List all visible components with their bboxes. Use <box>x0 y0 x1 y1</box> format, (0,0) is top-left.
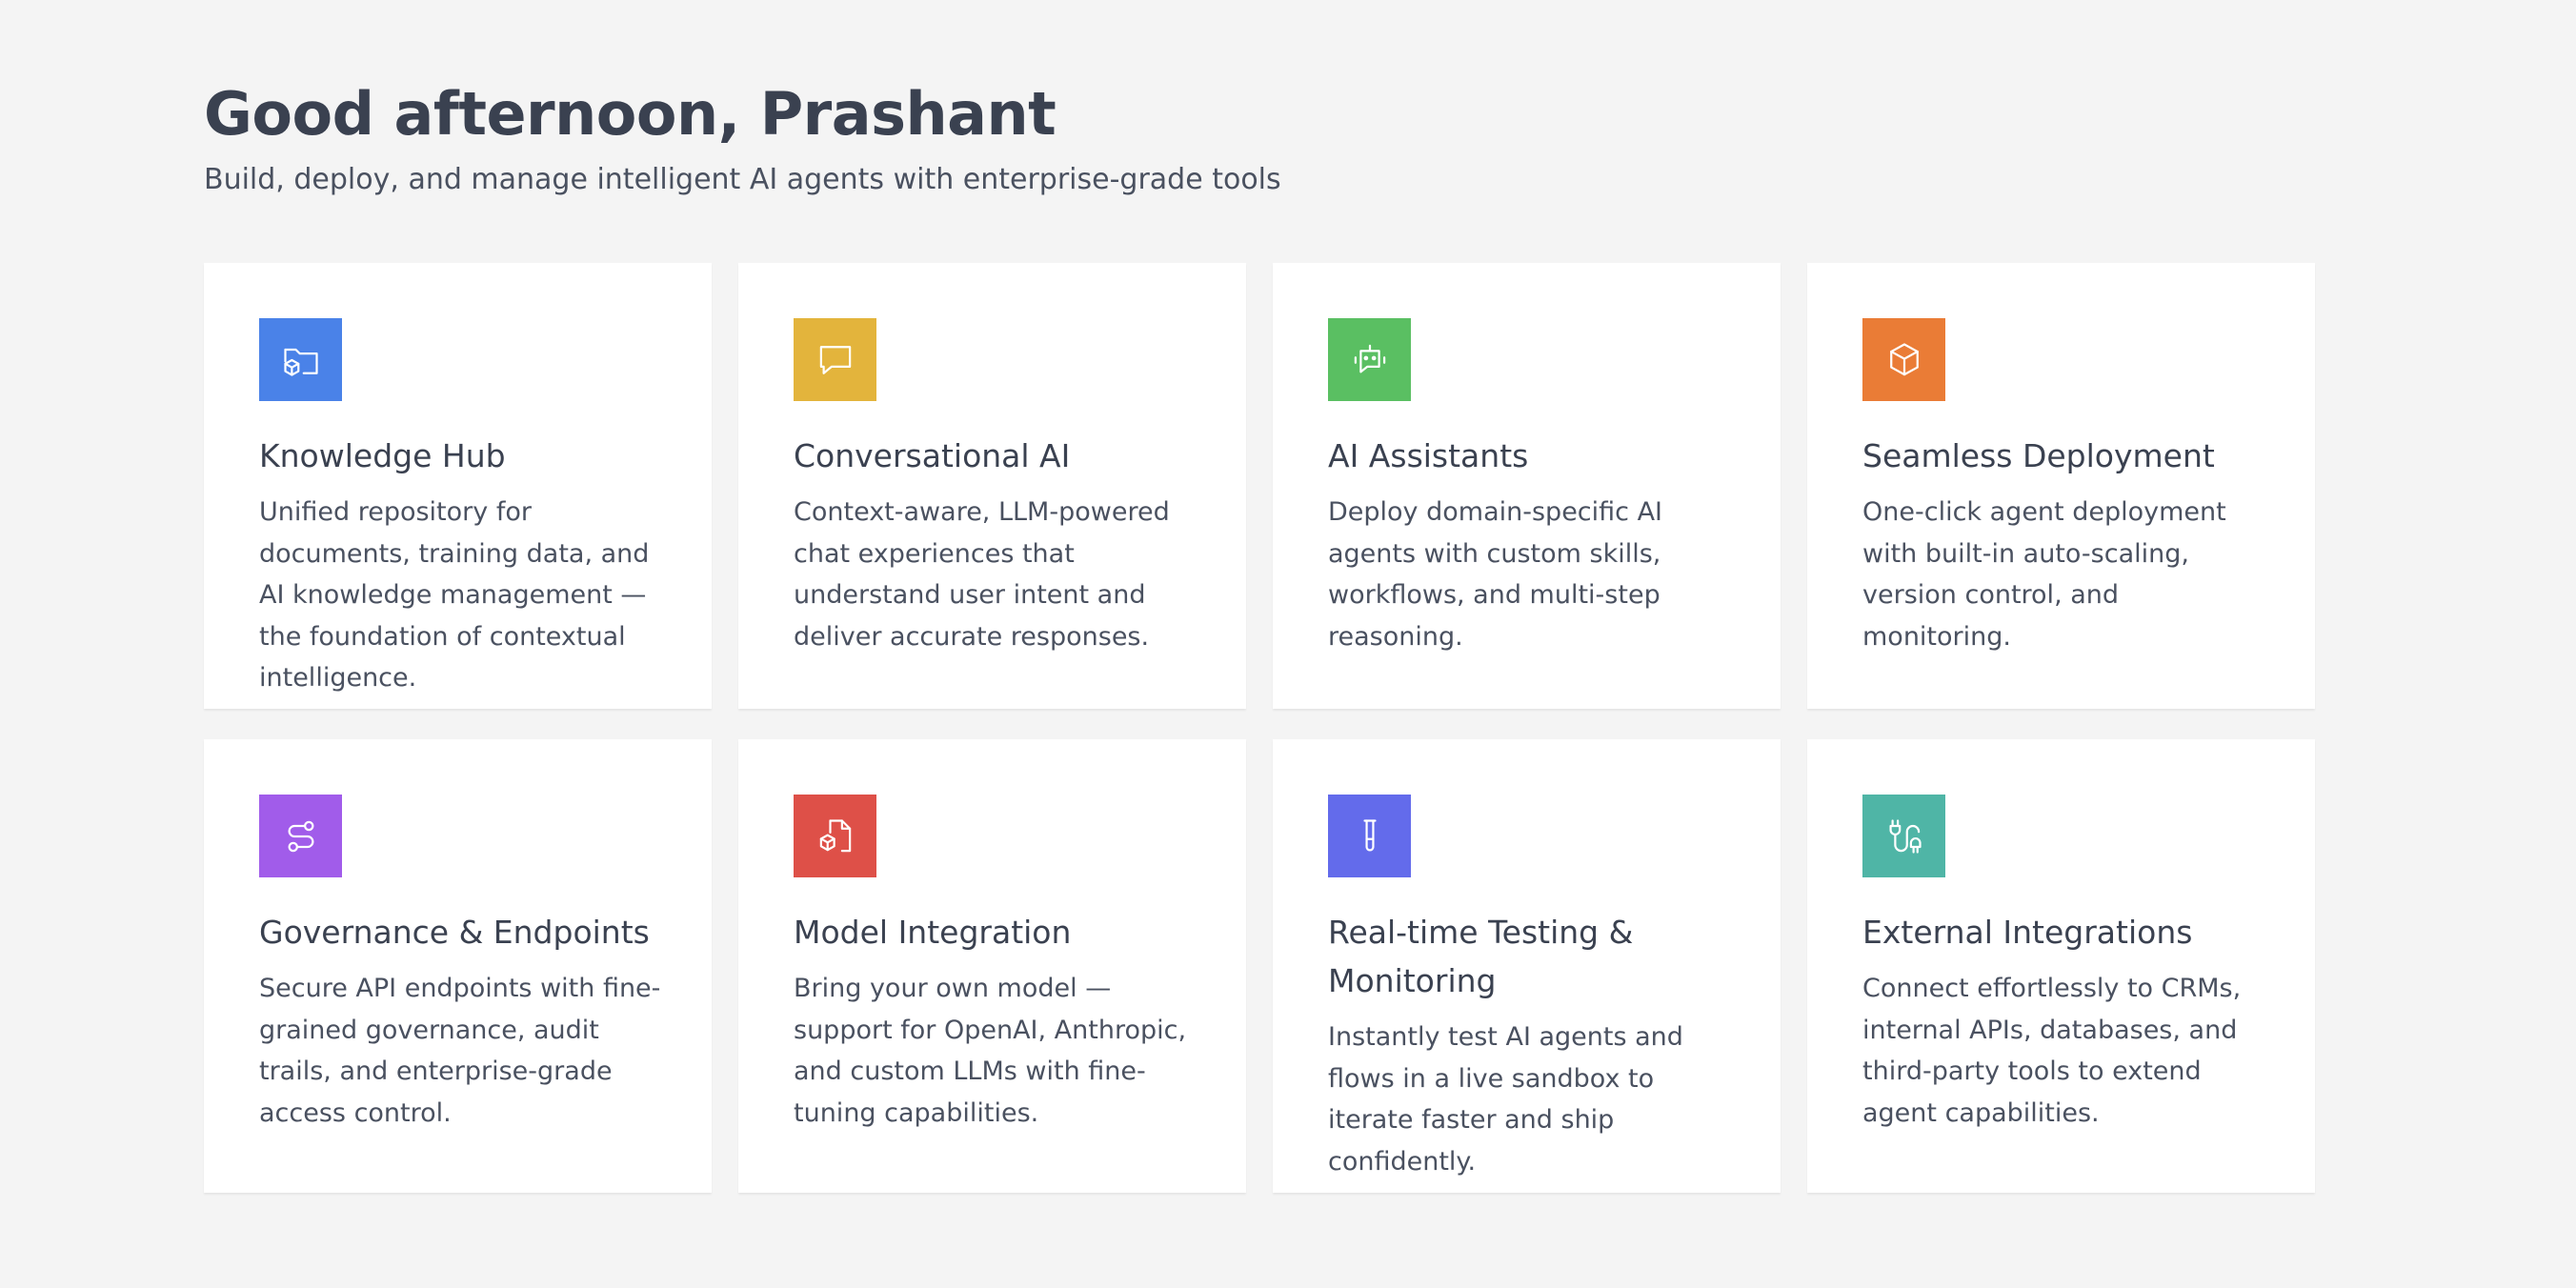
card-title: External Integrations <box>1862 914 2193 951</box>
card-title: Real-time Testing & Monitoring <box>1328 914 1634 999</box>
folder-cube-icon <box>283 348 318 376</box>
card-description: Context-aware, LLM-powered chat experien… <box>794 497 1170 652</box>
card-description: One-click agent deployment with built-in… <box>1862 497 2226 652</box>
greeting-title: Good afternoon, Prashant <box>204 79 1057 149</box>
card-title: Conversational AI <box>794 437 1071 474</box>
card-title: Governance & Endpoints <box>259 914 650 951</box>
card-description: Instantly test AI agents and flows in a … <box>1328 1022 1683 1177</box>
card-conversational-ai[interactable]: Conversational AI Context-aware, LLM-pow… <box>738 263 1246 709</box>
card-title: Seamless Deployment <box>1862 437 2215 474</box>
card-seamless-deployment[interactable]: Seamless Deployment One-click agent depl… <box>1807 263 2315 709</box>
file-cube-icon <box>819 818 851 852</box>
card-icon-box <box>259 318 342 401</box>
cube-icon <box>1889 342 1919 375</box>
card-icon-box <box>1328 318 1411 401</box>
bot-icon <box>1354 344 1385 372</box>
card-title: Knowledge Hub <box>259 437 506 474</box>
cable-icon <box>1888 818 1922 854</box>
card-icon-box <box>1328 795 1411 877</box>
greeting-subtitle: Build, deploy, and manage intelligent AI… <box>204 163 1281 196</box>
card-governance-endpoints[interactable]: Governance & Endpoints Secure API endpoi… <box>204 739 712 1193</box>
card-description: Bring your own model — support for OpenA… <box>794 974 1187 1128</box>
card-realtime-testing[interactable]: Real-time Testing & Monitoring Instantly… <box>1273 739 1781 1193</box>
route-icon <box>288 820 313 852</box>
card-icon-box <box>794 795 876 877</box>
dashboard-page: Good afternoon, Prashant Build, deploy, … <box>204 74 2317 1193</box>
card-knowledge-hub[interactable]: Knowledge Hub Unified repository for doc… <box>204 263 712 709</box>
card-title: AI Assistants <box>1328 437 1529 474</box>
card-description: Secure API endpoints with fine-grained g… <box>259 974 661 1128</box>
test-tube-icon <box>1362 818 1377 851</box>
card-icon-box <box>1862 795 1945 877</box>
card-ai-assistants[interactable]: AI Assistants Deploy domain-specific AI … <box>1273 263 1781 709</box>
card-icon-box <box>794 318 876 401</box>
card-title: Model Integration <box>794 914 1072 951</box>
card-icon-box <box>259 795 342 877</box>
chat-bubble-icon <box>819 345 851 374</box>
card-description: Connect effortlessly to CRMs, internal A… <box>1862 974 2242 1128</box>
card-description: Deploy domain-specific AI agents with cu… <box>1328 497 1663 652</box>
card-external-integrations[interactable]: External Integrations Connect effortless… <box>1807 739 2315 1193</box>
card-icon-box <box>1862 318 1945 401</box>
card-description: Unified repository for documents, traini… <box>259 497 650 693</box>
feature-grid: Knowledge Hub Unified repository for doc… <box>204 263 2317 1193</box>
card-model-integration[interactable]: Model Integration Bring your own model —… <box>738 739 1246 1193</box>
